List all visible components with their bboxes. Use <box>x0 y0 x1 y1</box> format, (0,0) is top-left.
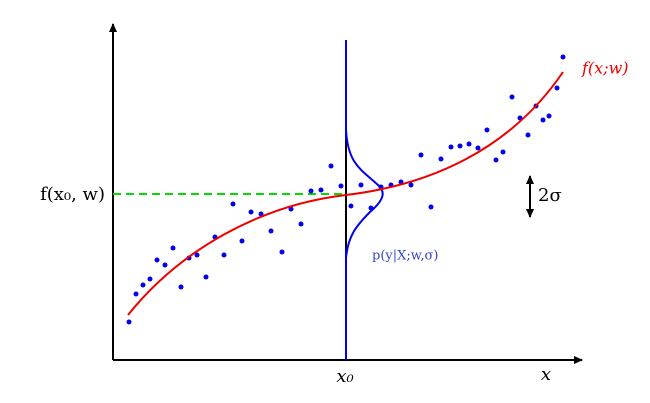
regression-curve <box>127 71 564 316</box>
data-points <box>126 54 566 325</box>
x-axis-label: x <box>541 364 551 385</box>
x0-label: x₀ <box>336 366 353 387</box>
spread-label: 2σ <box>538 185 562 206</box>
distribution-label: p(y|X;w,σ) <box>372 249 438 264</box>
curve-label: f(x;w) <box>581 59 629 78</box>
mean-label: f(x₀, w) <box>40 184 105 205</box>
gaussian <box>345 129 384 259</box>
